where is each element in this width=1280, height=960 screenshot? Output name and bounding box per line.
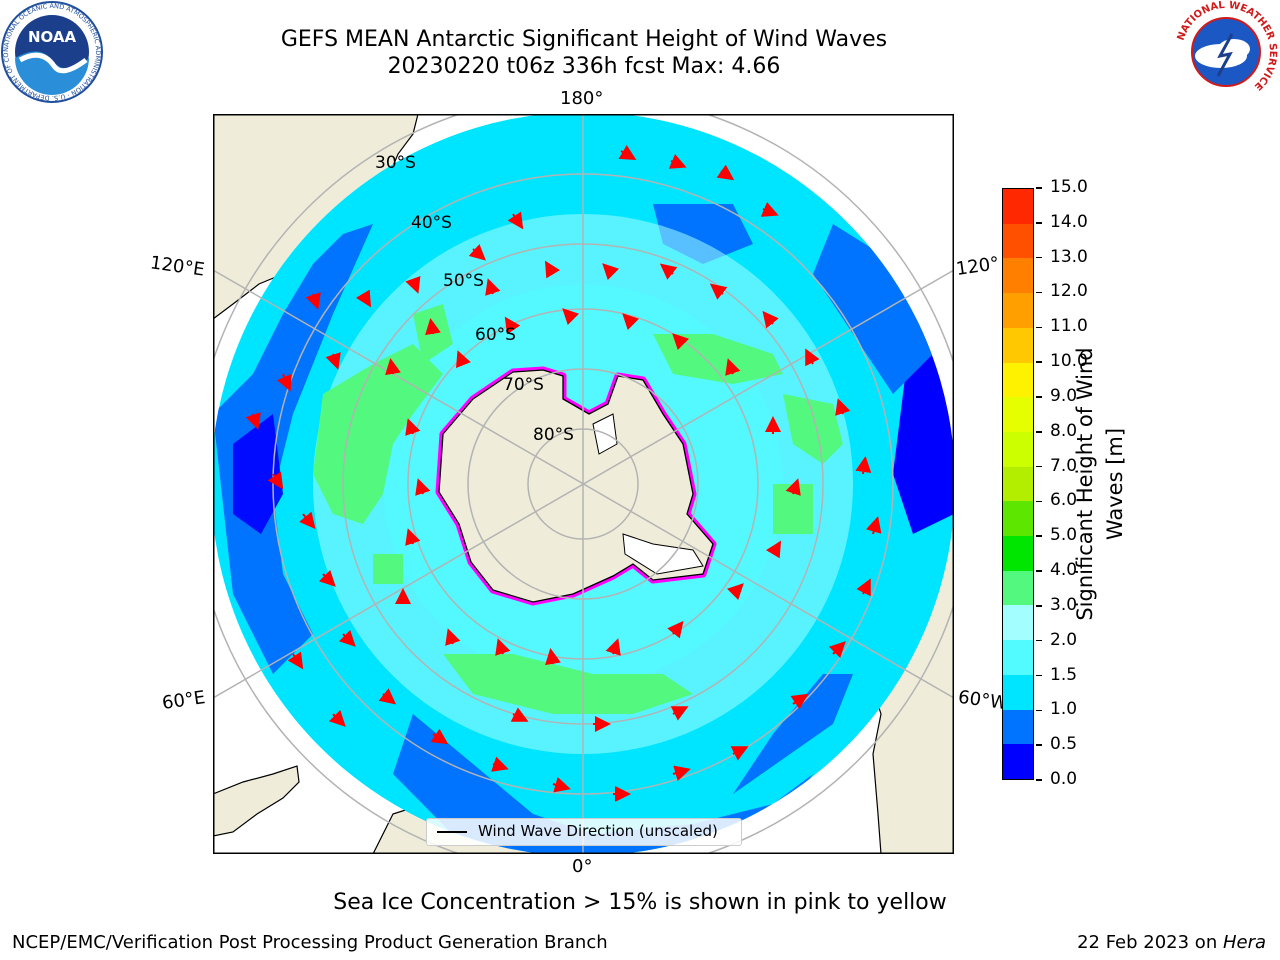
colorbar-tick-mark bbox=[1036, 396, 1042, 398]
colorbar-swatch bbox=[1003, 605, 1033, 641]
colorbar-tick-label: 1.0 bbox=[1050, 699, 1078, 720]
polar-map-svg: 30°S 40°S 50°S 60°S 70°S 80°S bbox=[213, 114, 954, 854]
colorbar-ticks: 15.0 14.0 13.0 12.0 11.0 10.0 9.0 8.0 7.0 6.0 5.0 4… bbox=[1036, 177, 1096, 789]
colorbar-tick-label: 14.0 bbox=[1050, 211, 1088, 232]
colorbar-tick-mark bbox=[1036, 222, 1042, 224]
colorbar-swatch bbox=[1003, 640, 1033, 675]
lon-label-120w: 120° bbox=[954, 253, 1001, 280]
legend-line-swatch bbox=[437, 831, 467, 833]
colorbar-tick-mark bbox=[1036, 291, 1042, 294]
colorbar-tick-label: 10.0 bbox=[1050, 351, 1088, 372]
colorbar-swatch bbox=[1003, 327, 1033, 363]
colorbar-label-line1: Significant Height of Wind bbox=[1073, 347, 1097, 621]
colorbar-tick-mark bbox=[1036, 187, 1042, 189]
lat-label-70s: 70°S bbox=[503, 375, 544, 395]
wind-wave-arrows bbox=[245, 145, 882, 802]
colorbar bbox=[1002, 188, 1034, 780]
chart-title: GEFS MEAN Antarctic Significant Height o… bbox=[280, 27, 888, 52]
africa-land bbox=[213, 765, 300, 837]
nws-logo: NATIONAL WEATHER SERVICE bbox=[1174, 0, 1278, 104]
colorbar-swatch bbox=[1003, 397, 1033, 432]
legend-label: Wind Wave Direction (unscaled) bbox=[478, 822, 718, 840]
colorbar-tick-label: 12.0 bbox=[1050, 281, 1088, 302]
colorbar-tick-mark bbox=[1036, 535, 1042, 537]
polar-map: 30°S 40°S 50°S 60°S 70°S 80°S bbox=[213, 114, 954, 854]
colorbar-tick-label: 4.0 bbox=[1050, 560, 1078, 581]
lon-label-180: 180° bbox=[560, 88, 604, 109]
colorbar-tick-mark bbox=[1036, 570, 1042, 572]
noaa-logo-text: NOAA bbox=[28, 28, 77, 46]
colorbar-tick-label: 13.0 bbox=[1050, 246, 1088, 267]
colorbar-tick-label: 0.0 bbox=[1050, 769, 1078, 789]
colorbar-tick-mark bbox=[1036, 326, 1042, 329]
colorbar-tick-label: 1.5 bbox=[1050, 664, 1078, 685]
colorbar-swatch bbox=[1003, 466, 1033, 502]
lat-label-50s: 50°S bbox=[443, 271, 484, 291]
colorbar-tick-label: 7.0 bbox=[1050, 455, 1078, 476]
footer-credit: NCEP/EMC/Verification Post Processing Pr… bbox=[12, 932, 608, 953]
colorbar-swatch bbox=[1003, 431, 1033, 467]
colorbar-tick-label: 8.0 bbox=[1050, 420, 1078, 441]
colorbar-swatch bbox=[1003, 501, 1033, 537]
lat-label-30s: 30°S bbox=[375, 153, 416, 173]
lon-label-0: 0° bbox=[572, 856, 593, 877]
colorbar-swatch bbox=[1003, 536, 1033, 571]
lat-label-80s: 80°S bbox=[533, 425, 574, 445]
colorbar-tick-mark bbox=[1036, 431, 1042, 433]
colorbar-tick-mark bbox=[1036, 605, 1042, 607]
footer-machine: Hera bbox=[1222, 932, 1266, 953]
colorbar-tick-mark bbox=[1036, 361, 1042, 363]
colorbar-tick-mark bbox=[1036, 256, 1042, 259]
colorbar-swatch bbox=[1003, 674, 1033, 710]
colorbar-tick-label: 9.0 bbox=[1050, 385, 1078, 406]
colorbar-tick-label: 0.5 bbox=[1050, 734, 1078, 755]
lon-label-60e: 60°E bbox=[160, 687, 207, 714]
colorbar-swatch bbox=[1003, 223, 1033, 259]
colorbar-swatch bbox=[1003, 709, 1033, 745]
colorbar-tick-mark bbox=[1036, 674, 1042, 677]
lat-label-40s: 40°S bbox=[411, 213, 452, 233]
colorbar-tick-mark bbox=[1036, 709, 1042, 712]
colorbar-label: Significant Height of Wind Waves [m] bbox=[1070, 334, 1130, 634]
colorbar-swatch bbox=[1003, 570, 1033, 606]
map-border bbox=[213, 114, 954, 854]
colorbar-label-line2: Waves [m] bbox=[1103, 427, 1127, 541]
colorbar-swatch bbox=[1003, 258, 1033, 294]
green-patch-south bbox=[443, 654, 693, 714]
colorbar-tick-label: 5.0 bbox=[1050, 525, 1078, 546]
sea-ice-caption: Sea Ice Concentration > 15% is shown in … bbox=[333, 890, 947, 915]
noaa-logo: NATIONAL OCEANIC AND ATMOSPHERIC ADMINIS… bbox=[0, 0, 104, 104]
map-legend: Wind Wave Direction (unscaled) bbox=[426, 818, 742, 846]
colorbar-swatch bbox=[1003, 744, 1033, 779]
colorbar-tick-mark bbox=[1036, 465, 1042, 468]
green-patch-west bbox=[313, 344, 443, 524]
chart-subtitle: 20230220 t06z 336h fcst Max: 4.66 bbox=[387, 54, 781, 79]
colorbar-tick-mark bbox=[1036, 500, 1042, 503]
colorbar-tick-mark bbox=[1036, 779, 1042, 781]
lon-label-120e: 120°E bbox=[148, 252, 206, 281]
colorbar-tick-label: 3.0 bbox=[1050, 594, 1078, 615]
colorbar-swatch bbox=[1003, 189, 1033, 224]
footer-date-text: 22 Feb 2023 on bbox=[1077, 932, 1223, 953]
colorbar-swatch bbox=[1003, 362, 1033, 398]
green-patch-east bbox=[783, 394, 843, 464]
colorbar-tick-mark bbox=[1036, 744, 1042, 746]
colorbar-tick-label: 6.0 bbox=[1050, 490, 1078, 511]
colorbar-swatches bbox=[1003, 189, 1033, 779]
footer-date: 22 Feb 2023 on Hera bbox=[1077, 932, 1266, 953]
colorbar-swatch bbox=[1003, 293, 1033, 328]
colorbar-tick-label: 2.0 bbox=[1050, 629, 1078, 650]
colorbar-tick-label: 15.0 bbox=[1050, 177, 1088, 197]
lat-label-60s: 60°S bbox=[475, 325, 516, 345]
colorbar-tick-label: 11.0 bbox=[1050, 316, 1088, 337]
colorbar-tick-mark bbox=[1036, 639, 1042, 642]
